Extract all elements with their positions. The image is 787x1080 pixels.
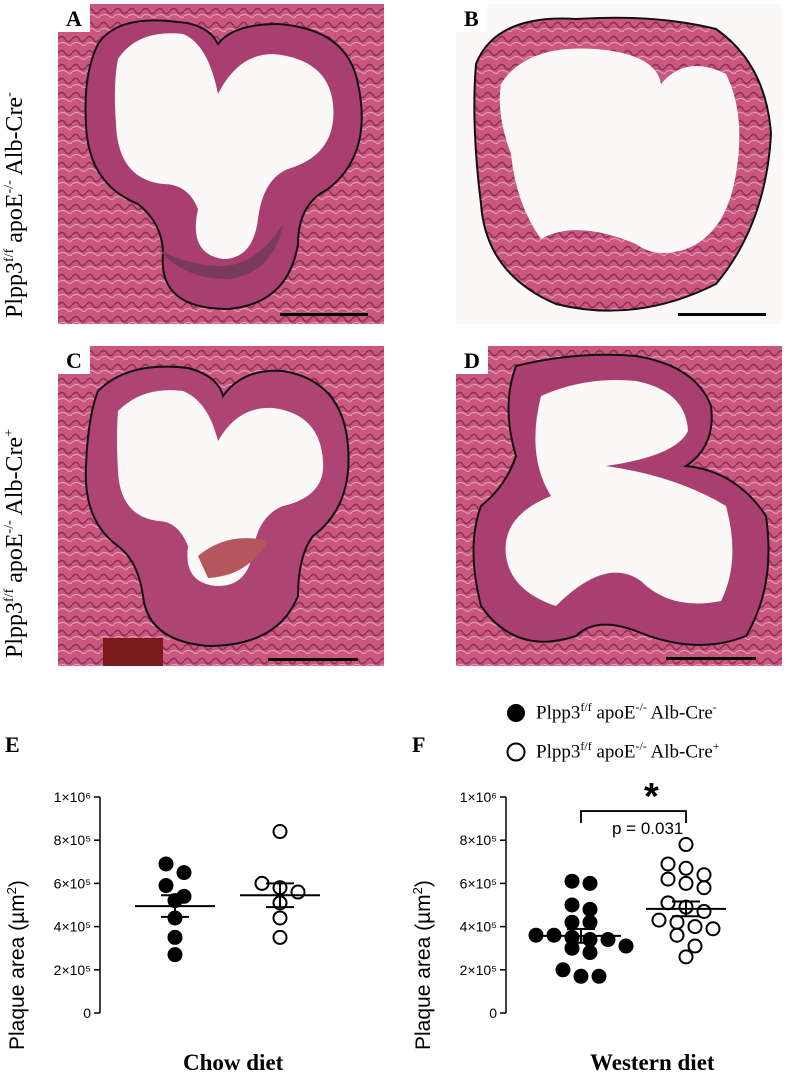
- scale-bar: [280, 313, 368, 316]
- chart-e-point: [272, 824, 288, 840]
- panel-letter-f: F: [412, 732, 426, 757]
- scale-bar: [268, 658, 358, 661]
- chart-e-y-tick-label: 8×10⁵: [54, 832, 91, 848]
- chart-e-y-tick-label: 4×10⁵: [54, 919, 91, 935]
- histology-panel-c: C: [58, 346, 384, 666]
- chart-e-y-tick-label: 2×10⁵: [54, 962, 91, 978]
- chart-f-y-tick-label: 2×10⁵: [460, 962, 497, 978]
- chart-f-y-tick-label: 4×10⁵: [460, 919, 497, 935]
- legend-filled-marker: [507, 704, 525, 722]
- chart-f-point: [696, 880, 712, 896]
- panel-letter-d: D: [456, 346, 488, 374]
- chart-e-y-tick-label: 6×10⁵: [54, 875, 91, 891]
- chart-e-point: [272, 910, 288, 926]
- chart-f-y-tick-label: 6×10⁵: [460, 875, 497, 891]
- legend-item-positive: Plpp3f/f apoE-/- Alb-Cre+: [536, 739, 720, 763]
- panel-letter-a: A: [58, 4, 90, 32]
- chart-f-point: [678, 837, 694, 853]
- histology-panel-a: A: [58, 4, 384, 324]
- row-label-top: Plpp3f/f apoE-/- Alb-Cre-: [2, 92, 28, 318]
- chart-f-point: [669, 927, 685, 943]
- chart-e-point: [176, 865, 192, 881]
- chart-e-point: [158, 878, 174, 894]
- chart-f-point: [687, 938, 703, 954]
- histology-panel-b: B: [456, 4, 782, 324]
- chart-f-y-tick-label: 8×10⁵: [460, 832, 497, 848]
- chart-f-point: [582, 901, 598, 917]
- chart-f-y-label: Plaque area (µm2): [410, 880, 435, 1050]
- chart-e-point: [167, 929, 183, 945]
- chart-e-y-label: Plaque area (µm2): [4, 880, 29, 1050]
- significance-star: *: [644, 776, 659, 818]
- panel-letter-e: E: [5, 732, 20, 757]
- chart-f-y-tick-label: 1×10⁶: [460, 789, 497, 805]
- legend-open-marker: [506, 742, 526, 762]
- chart-f-x-label: Western diet: [590, 1050, 715, 1075]
- chart-f-point: [573, 968, 589, 984]
- chart-f-point: [555, 962, 571, 978]
- chart-f-point: [564, 940, 580, 956]
- chart-f-point: [660, 871, 676, 887]
- chart-e: 0 2×10⁵ 4×10⁵ 6×10⁵ 8×10⁵ 1×10⁶: [54, 789, 320, 1021]
- chart-f-point: [528, 927, 544, 943]
- legend-item-negative: Plpp3f/f apoE-/- Alb-Cre-: [536, 700, 717, 724]
- panel-letter-b: B: [456, 4, 487, 32]
- p-value-label: p = 0.031: [612, 819, 684, 838]
- chart-e-y-tick-label: 1×10⁶: [54, 789, 91, 805]
- chart-e-x-label: Chow diet: [183, 1050, 284, 1075]
- chart-f-point: [669, 914, 685, 930]
- chart-f-point: [582, 875, 598, 891]
- chart-f-point: [696, 867, 712, 883]
- scale-bar: [666, 657, 756, 660]
- chart-e-point: [290, 884, 306, 900]
- chart-f-point: [678, 860, 694, 876]
- chart-e-point: [158, 856, 174, 872]
- chart-f: 0 2×10⁵ 4×10⁵ 6×10⁵ 8×10⁵ 1×10⁶: [460, 789, 726, 1021]
- chart-f-point: [564, 897, 580, 913]
- chart-f-point: [687, 919, 703, 935]
- chart-f-point: [564, 873, 580, 889]
- chart-f-point: [582, 914, 598, 930]
- row-label-bottom: Plpp3f/f apoE-/- Alb-Cre+: [2, 429, 28, 658]
- chart-f-y-tick-label: 0: [489, 1005, 497, 1021]
- chart-e-y-tick-label: 0: [83, 1005, 91, 1021]
- chart-e-point: [272, 929, 288, 945]
- chart-f-point: [678, 875, 694, 891]
- chart-f-point: [660, 895, 676, 911]
- chart-f-point: [591, 968, 607, 984]
- scale-bar: [678, 313, 766, 316]
- chart-f-point: [660, 856, 676, 872]
- panel-letter-c: C: [58, 346, 90, 374]
- chart-f-point: [564, 914, 580, 930]
- chart-f-point: [705, 921, 721, 937]
- chart-f-point: [618, 938, 634, 954]
- histology-panel-d: D: [456, 346, 782, 666]
- chart-f-significance-bracket: [580, 810, 687, 824]
- chart-e-point: [167, 947, 183, 963]
- chart-f-point: [582, 945, 598, 961]
- chart-f-point: [651, 912, 667, 928]
- chart-f-point: [678, 949, 694, 965]
